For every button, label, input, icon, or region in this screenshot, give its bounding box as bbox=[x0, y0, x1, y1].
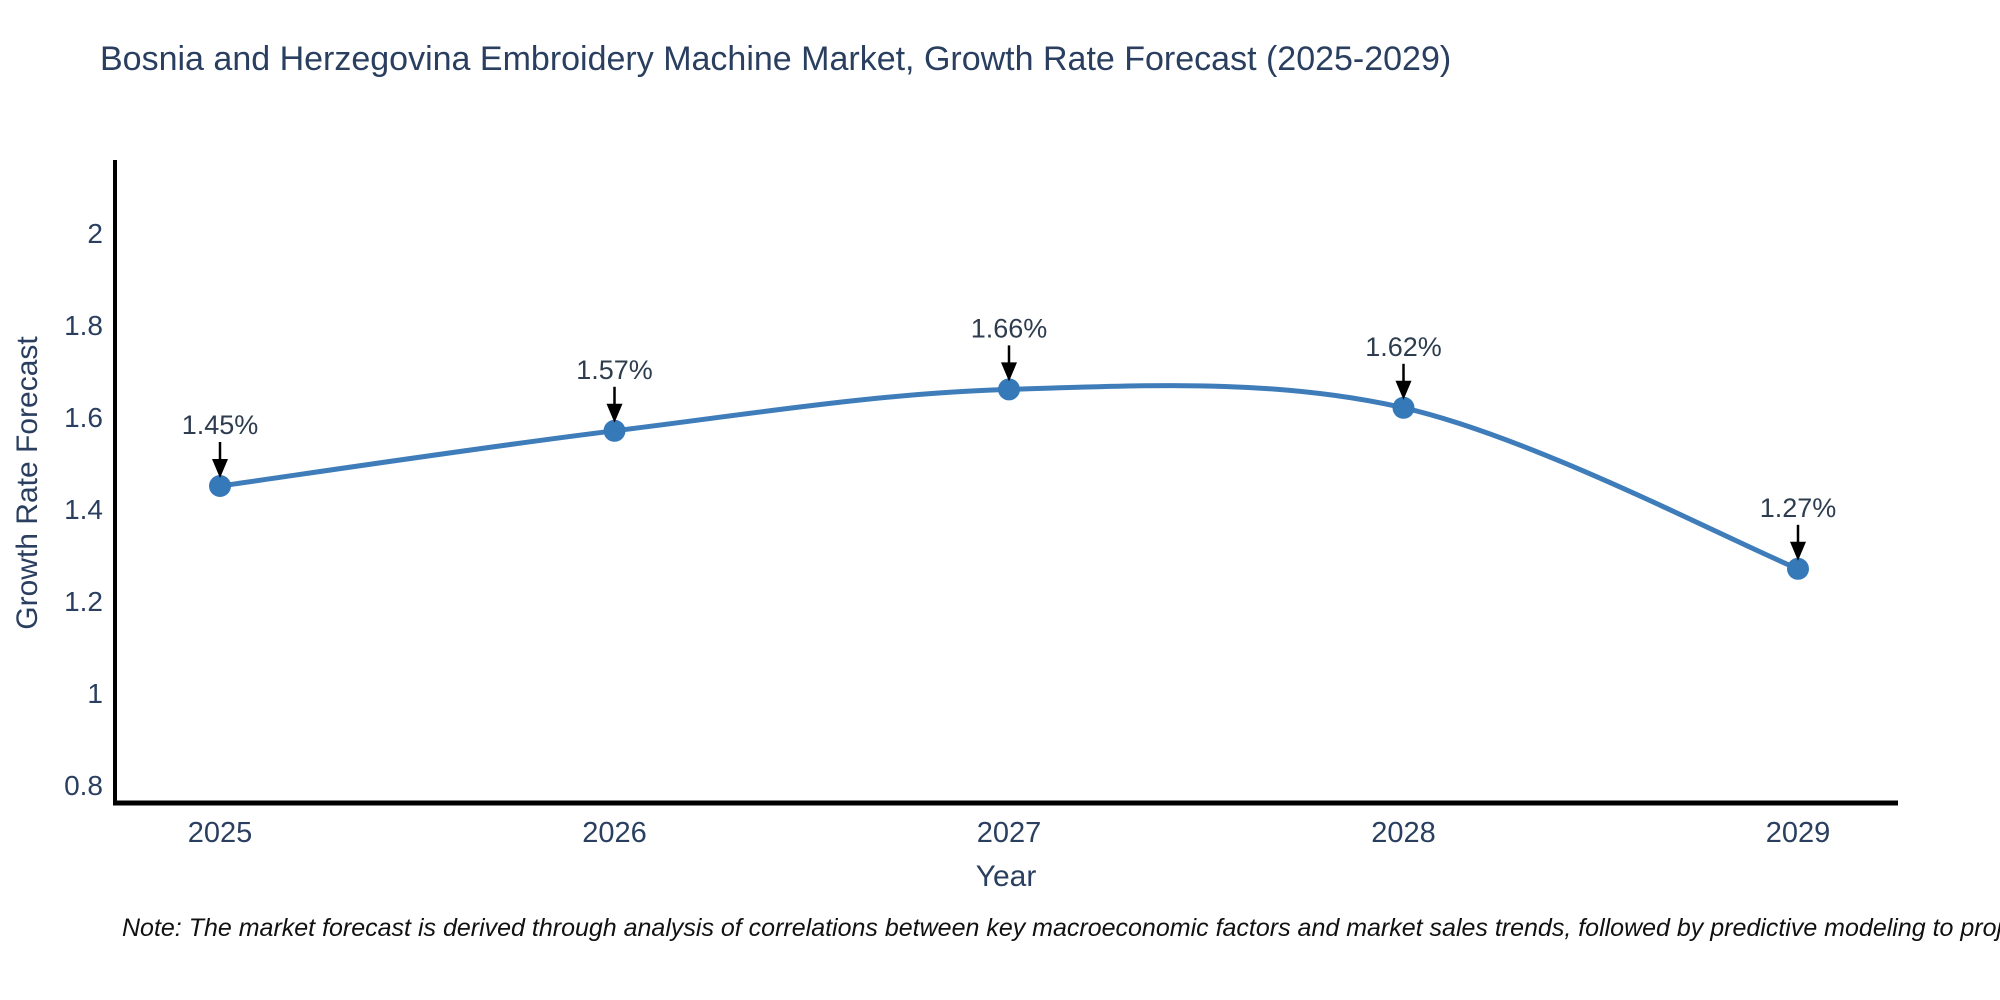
annotation-label: 1.27% bbox=[1760, 493, 1837, 523]
annotation-label: 1.57% bbox=[576, 355, 653, 385]
x-tick-label: 2025 bbox=[188, 817, 253, 849]
annotation-arrow-head bbox=[606, 403, 623, 423]
data-point-marker bbox=[603, 419, 626, 442]
x-tick-label: 2026 bbox=[582, 817, 647, 849]
y-tick-label: 1 bbox=[87, 678, 103, 709]
annotation-arrow-head bbox=[212, 459, 228, 478]
y-tick-label: 2 bbox=[87, 218, 103, 249]
annotation-label: 1.45% bbox=[182, 410, 259, 440]
annotation-label: 1.66% bbox=[971, 313, 1048, 343]
annotation-label: 1.62% bbox=[1365, 332, 1442, 362]
x-tick-label: 2028 bbox=[1371, 817, 1436, 849]
y-tick-label: 0.8 bbox=[64, 770, 103, 801]
y-tick-label: 1.8 bbox=[64, 310, 103, 341]
x-tick-label: 2029 bbox=[1766, 817, 1831, 849]
y-tick-label: 1.6 bbox=[64, 402, 103, 433]
data-point-marker bbox=[998, 378, 1020, 401]
chart-title: Bosnia and Herzegovina Embroidery Machin… bbox=[100, 40, 1452, 78]
y-tick-label: 1.4 bbox=[64, 494, 103, 525]
x-tick-label: 2027 bbox=[977, 817, 1042, 849]
annotation-arrow-head bbox=[1001, 362, 1017, 382]
y-tick-label: 1.2 bbox=[64, 586, 103, 617]
annotation-arrow-head bbox=[1395, 380, 1412, 400]
data-point-marker bbox=[209, 475, 231, 497]
data-point-marker bbox=[1787, 557, 1809, 580]
x-axis-title: Year bbox=[975, 860, 1037, 893]
data-point-marker bbox=[1392, 396, 1415, 419]
trend-line bbox=[219, 383, 1799, 572]
footnote: Note: The market forecast is derived thr… bbox=[122, 914, 2000, 942]
annotation-arrow-head bbox=[1790, 541, 1806, 561]
